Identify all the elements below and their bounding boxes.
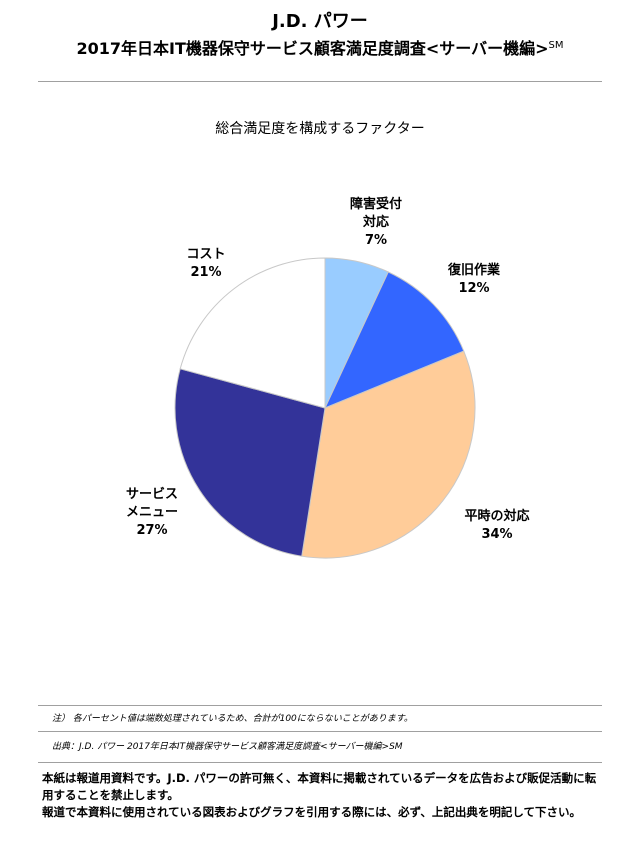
slice-label: 平時の対応 34% [437,508,557,544]
slice-label-text: サービス [125,487,178,502]
header-divider [38,81,602,82]
slice-label-text: 平時の対応 [464,509,530,524]
notes-bottom-divider [38,762,602,763]
notes-middle-divider [38,731,602,732]
slice-label-text: コスト [186,247,226,262]
rounding-note: 注） 各パーセント値は端数処理されているため、合計が100にならないことがありま… [52,714,413,724]
pie-chart [174,257,476,559]
slice-value-label: 27% [136,523,168,538]
notes-top-divider [38,705,602,706]
slice-label-text: メニュー [125,505,178,520]
source-note: 出典：J.D. パワー 2017年日本IT機器保守サービス顧客満足度調査<サーバ… [52,742,403,752]
slice-label: 障害受付対応 7% [316,196,436,250]
slice-label-text: 対応 [362,215,389,230]
slice-value-label: 21% [190,265,222,280]
press-disclaimer: 本紙は報道用資料です。J.D. パワーの許可無く、本資料に掲載されているデータを… [42,770,602,821]
slice-label-text: 障害受付 [349,197,402,212]
slice-value-label: 12% [458,281,490,296]
brand-name: J.D. パワー [272,11,368,32]
disclaimer-line-1: 本紙は報道用資料です。J.D. パワーの許可無く、本資料に掲載されているデータを… [42,771,597,802]
slice-label-text: 復旧作業 [447,263,500,278]
report-title: 2017年日本IT機器保守サービス顧客満足度調査<サーバー機編>SM [0,34,640,61]
service-mark: SM [548,40,564,51]
slice-value-label: 34% [481,527,513,542]
slice-label: サービスメニュー 27% [92,486,212,540]
slice-label: コスト 21% [146,246,266,282]
pie-slice [174,368,326,557]
slice-label: 復旧作業 12% [414,262,534,298]
disclaimer-line-2: 報道で本資料に使用されている図表およびグラフを引用する際には、必ず、上記出典を明… [42,805,581,819]
slice-value-label: 7% [364,233,388,248]
report-title-text: 2017年日本IT機器保守サービス顧客満足度調査<サーバー機編> [76,39,549,58]
report-header: J.D. パワー 2017年日本IT機器保守サービス顧客満足度調査<サーバー機編… [0,10,640,61]
pie-slice [301,350,476,559]
pie-slice [179,257,326,409]
pie-slice [324,271,465,409]
chart-title: 総合満足度を構成するファクター [215,121,425,137]
